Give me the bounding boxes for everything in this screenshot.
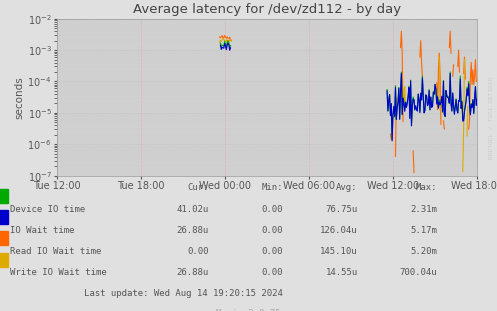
Text: Read IO Wait time: Read IO Wait time [10,247,101,256]
Text: IO Wait time: IO Wait time [10,226,75,235]
Text: Min:: Min: [262,183,283,193]
Text: Avg:: Avg: [336,183,358,193]
Text: 26.88u: 26.88u [176,226,209,235]
Text: 0.00: 0.00 [187,247,209,256]
Y-axis label: seconds: seconds [14,76,25,118]
Text: 14.55u: 14.55u [326,268,358,277]
Text: 0.00: 0.00 [262,247,283,256]
Text: Device IO time: Device IO time [10,205,85,214]
Text: 76.75u: 76.75u [326,205,358,214]
Text: 26.88u: 26.88u [176,268,209,277]
Text: 126.04u: 126.04u [320,226,358,235]
Text: Max:: Max: [416,183,437,193]
Text: RRDTOOL / TOBI OETIKER: RRDTOOL / TOBI OETIKER [489,77,494,160]
Text: 700.04u: 700.04u [400,268,437,277]
Text: 0.00: 0.00 [262,226,283,235]
Text: Cur:: Cur: [187,183,209,193]
Text: 2.31m: 2.31m [411,205,437,214]
Text: 5.20m: 5.20m [411,247,437,256]
Text: 5.17m: 5.17m [411,226,437,235]
Title: Average latency for /dev/zd112 - by day: Average latency for /dev/zd112 - by day [133,3,401,16]
Text: Write IO Wait time: Write IO Wait time [10,268,107,277]
Text: 0.00: 0.00 [262,205,283,214]
Text: 41.02u: 41.02u [176,205,209,214]
Text: 145.10u: 145.10u [320,247,358,256]
Text: Last update: Wed Aug 14 19:20:15 2024: Last update: Wed Aug 14 19:20:15 2024 [84,289,283,298]
Text: Munin 2.0.75: Munin 2.0.75 [216,309,281,311]
Text: 0.00: 0.00 [262,268,283,277]
